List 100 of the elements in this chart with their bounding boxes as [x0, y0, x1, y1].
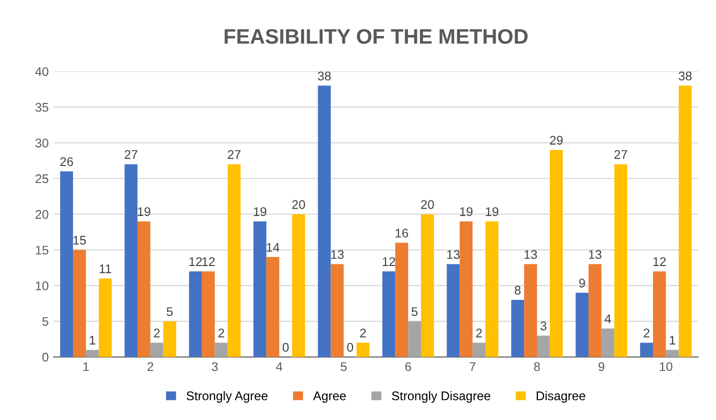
bar — [588, 264, 602, 357]
bar — [98, 278, 112, 357]
bar — [137, 221, 150, 357]
data-label: 20 — [421, 200, 434, 209]
bar — [253, 221, 266, 357]
x-tick-label: 1 — [83, 362, 89, 371]
x-tick-label: 8 — [534, 362, 540, 372]
bar — [60, 171, 74, 357]
data-label: 29 — [550, 136, 563, 145]
bar — [421, 214, 434, 357]
data-label: 27 — [228, 150, 240, 159]
bar — [189, 271, 202, 357]
bar — [86, 350, 99, 357]
data-label: 2 — [476, 328, 482, 338]
bar — [678, 86, 692, 357]
data-label: 19 — [138, 207, 150, 216]
data-label: 11 — [100, 264, 112, 274]
bar — [150, 342, 164, 357]
bar — [202, 271, 215, 357]
chart-title: FEASIBILITY OF THE METHOD — [224, 29, 528, 44]
legend-label: Disagree — [536, 391, 586, 403]
bar — [460, 221, 473, 357]
y-tick-label: 30 — [35, 138, 48, 148]
bar — [640, 342, 653, 357]
bar — [524, 264, 537, 357]
data-label: 5 — [166, 307, 173, 316]
y-tick-label: 20 — [36, 210, 48, 219]
data-label: 14 — [266, 243, 280, 252]
y-tick-label: 25 — [36, 174, 48, 184]
x-tick-label: 9 — [598, 362, 604, 372]
bar — [318, 86, 331, 357]
bar — [214, 342, 228, 357]
bar — [576, 292, 589, 357]
data-label: 19 — [254, 207, 266, 216]
data-label: 15 — [73, 236, 86, 245]
bar — [550, 150, 563, 357]
bar — [485, 221, 498, 357]
data-label: 38 — [318, 72, 331, 80]
bar — [124, 164, 138, 357]
bar — [408, 321, 422, 357]
x-tick-label: 7 — [470, 362, 476, 371]
x-tick-label: 2 — [148, 362, 154, 371]
bar — [356, 342, 370, 357]
bar — [666, 350, 679, 357]
data-label: 16 — [396, 228, 408, 238]
legend-label: Strongly Agree — [186, 391, 268, 403]
data-label: 26 — [60, 157, 73, 166]
data-label: 5 — [412, 307, 418, 316]
bar — [614, 164, 628, 357]
data-label: 27 — [614, 150, 628, 159]
data-label: 0 — [347, 342, 354, 352]
bar — [652, 271, 666, 357]
bar — [330, 264, 344, 357]
bar — [266, 257, 280, 357]
legend-label: Strongly Disagree — [392, 391, 490, 403]
data-label: 0 — [282, 342, 289, 352]
x-tick-label: 10 — [660, 362, 672, 372]
data-label: 12 — [653, 257, 666, 266]
data-label: 2 — [360, 328, 366, 338]
data-label: 12 — [189, 257, 202, 266]
x-tick-label: 4 — [276, 362, 282, 371]
bar — [228, 164, 241, 357]
y-tick-label: 5 — [42, 317, 48, 326]
bar — [163, 321, 176, 357]
bar — [73, 250, 86, 357]
bar — [382, 271, 396, 357]
data-label: 1 — [670, 336, 676, 344]
data-label: 3 — [540, 321, 546, 330]
data-label: 20 — [292, 200, 306, 209]
y-tick-label: 35 — [35, 102, 48, 112]
bar — [292, 214, 306, 357]
legend-label: Agree — [313, 392, 346, 403]
data-label: 27 — [124, 150, 138, 159]
bar — [511, 300, 524, 357]
data-label: 13 — [524, 250, 537, 259]
data-label: 19 — [486, 207, 498, 216]
data-label: 8 — [514, 286, 521, 295]
y-tick-label: 40 — [35, 67, 48, 76]
bar — [472, 342, 486, 357]
data-label: 12 — [202, 257, 215, 266]
bar — [537, 336, 550, 357]
bar — [601, 328, 614, 357]
data-label: 4 — [604, 314, 611, 324]
data-label: 1 — [90, 336, 96, 344]
bar — [446, 264, 460, 357]
data-label: 38 — [678, 72, 692, 80]
data-label: 2 — [218, 328, 224, 338]
data-label: 13 — [331, 250, 344, 259]
data-label: 9 — [579, 278, 585, 288]
x-tick-label: 5 — [340, 362, 347, 372]
y-tick-label: 10 — [36, 281, 48, 290]
data-label: 2 — [154, 328, 160, 338]
data-label: 2 — [644, 328, 650, 338]
data-label: 13 — [589, 250, 602, 259]
y-tick-label: 0 — [42, 352, 48, 362]
bar — [395, 242, 408, 357]
data-label: 19 — [460, 207, 472, 216]
y-tick-label: 15 — [36, 246, 48, 255]
x-tick-label: 3 — [212, 362, 218, 372]
x-tick-label: 6 — [405, 362, 412, 372]
